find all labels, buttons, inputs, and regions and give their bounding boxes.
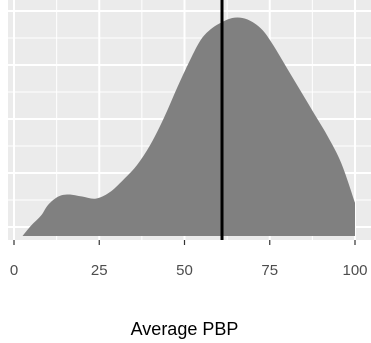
x-axis-title: Average PBP xyxy=(131,319,239,339)
x-tick-label: 100 xyxy=(342,262,367,279)
x-axis-tick-labels: 0 25 50 75 100 xyxy=(10,262,368,279)
x-axis-ticks xyxy=(13,240,356,245)
x-tick-label: 25 xyxy=(91,262,108,279)
x-tick-label: 75 xyxy=(261,262,278,279)
x-tick-label: 50 xyxy=(176,262,193,279)
x-tick-label: 0 xyxy=(10,262,18,279)
density-area xyxy=(22,17,356,237)
